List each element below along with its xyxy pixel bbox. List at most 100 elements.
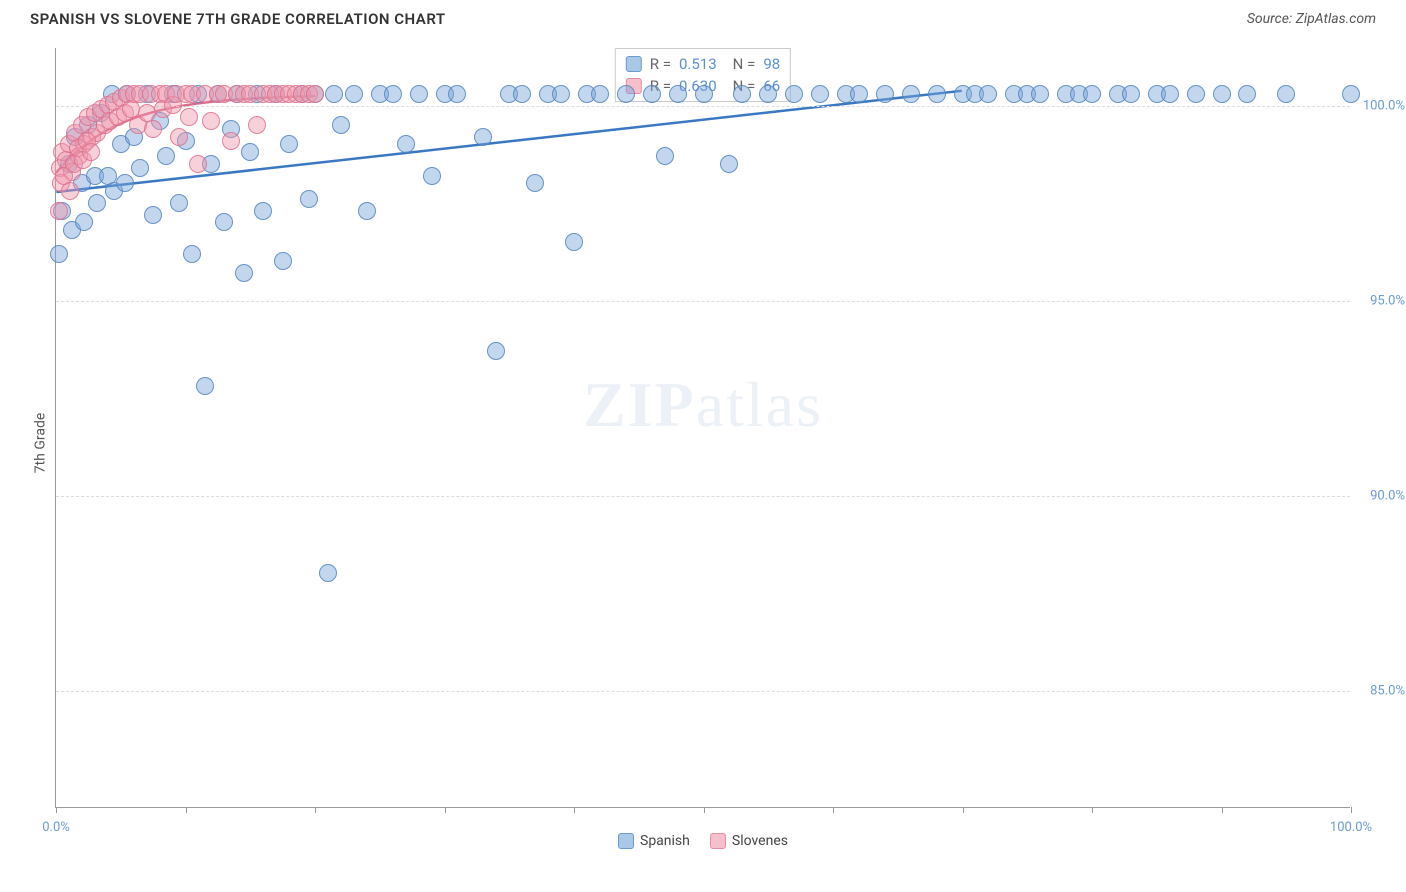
x-tick-mark xyxy=(833,807,834,813)
x-tick-mark xyxy=(574,807,575,813)
scatter-point xyxy=(61,182,79,200)
scatter-point xyxy=(850,85,868,103)
gridline xyxy=(56,106,1350,107)
spanish-swatch-icon xyxy=(626,56,642,72)
scatter-point xyxy=(902,85,920,103)
scatter-point xyxy=(876,85,894,103)
scatter-point xyxy=(979,85,997,103)
scatter-point xyxy=(319,564,337,582)
y-tick-label: 90.0% xyxy=(1355,489,1405,504)
scatter-point xyxy=(202,112,220,130)
stats-row-spanish: R = 0.513 N = 98 xyxy=(626,53,780,75)
scatter-point xyxy=(332,116,350,134)
scatter-point xyxy=(88,194,106,212)
x-tick-mark xyxy=(1351,807,1352,813)
scatter-point xyxy=(222,132,240,150)
scatter-point xyxy=(1277,85,1295,103)
scatter-point xyxy=(733,85,751,103)
x-tick-mark xyxy=(1092,807,1093,813)
scatter-point xyxy=(785,85,803,103)
scatter-point xyxy=(1122,85,1140,103)
legend-item-slovenes: Slovenes xyxy=(710,833,788,849)
scatter-point xyxy=(345,85,363,103)
legend-label-spanish: Spanish xyxy=(640,833,690,849)
scatter-point xyxy=(358,202,376,220)
scatter-point xyxy=(254,202,272,220)
scatter-point xyxy=(423,167,441,185)
x-tick-label: 100.0% xyxy=(1330,820,1372,835)
scatter-point xyxy=(1161,85,1179,103)
x-tick-mark xyxy=(315,807,316,813)
scatter-point xyxy=(1342,85,1360,103)
scatter-point xyxy=(144,206,162,224)
scatter-point xyxy=(759,85,777,103)
r-label: R = xyxy=(650,55,671,73)
scatter-point xyxy=(183,245,201,263)
scatter-point xyxy=(1187,85,1205,103)
scatter-point xyxy=(144,120,162,138)
scatter-point xyxy=(75,213,93,231)
scatter-point xyxy=(695,85,713,103)
scatter-point xyxy=(384,85,402,103)
scatter-point xyxy=(157,147,175,165)
scatter-point xyxy=(1213,85,1231,103)
scatter-point xyxy=(656,147,674,165)
chart-title: SPANISH VS SLOVENE 7TH GRADE CORRELATION… xyxy=(30,10,446,28)
chart-container: 7th Grade ZIPatlas R = 0.513 N = 98 R = … xyxy=(0,33,1406,853)
scatter-point xyxy=(591,85,609,103)
scatter-point xyxy=(180,108,198,126)
x-tick-mark xyxy=(56,807,57,813)
x-tick-mark xyxy=(445,807,446,813)
scatter-point xyxy=(325,85,343,103)
y-tick-label: 100.0% xyxy=(1355,99,1405,114)
x-tick-mark xyxy=(963,807,964,813)
scatter-point xyxy=(811,85,829,103)
gridline xyxy=(56,691,1350,692)
slovenes-legend-swatch-icon xyxy=(710,833,726,849)
watermark: ZIPatlas xyxy=(583,368,823,442)
scatter-point xyxy=(448,85,466,103)
scatter-point xyxy=(248,116,266,134)
scatter-point xyxy=(50,202,68,220)
scatter-point xyxy=(1031,85,1049,103)
scatter-point xyxy=(82,143,100,161)
watermark-light: atlas xyxy=(696,369,823,440)
scatter-point xyxy=(1083,85,1101,103)
legend-label-slovenes: Slovenes xyxy=(732,833,788,849)
scatter-point xyxy=(235,264,253,282)
x-tick-mark xyxy=(1222,807,1223,813)
scatter-point xyxy=(513,85,531,103)
scatter-point xyxy=(280,135,298,153)
legend-item-spanish: Spanish xyxy=(618,833,690,849)
y-axis-label: 7th Grade xyxy=(32,413,48,474)
scatter-point xyxy=(928,85,946,103)
scatter-point xyxy=(669,85,687,103)
gridline xyxy=(56,301,1350,302)
spanish-r-value: 0.513 xyxy=(679,55,717,73)
scatter-point xyxy=(617,85,635,103)
source-attribution: Source: ZipAtlas.com xyxy=(1247,11,1376,27)
scatter-point xyxy=(170,128,188,146)
scatter-point xyxy=(720,155,738,173)
scatter-point xyxy=(526,174,544,192)
watermark-bold: ZIP xyxy=(583,369,696,440)
scatter-point xyxy=(1238,85,1256,103)
trend-lines xyxy=(56,48,1350,807)
x-tick-mark xyxy=(704,807,705,813)
y-tick-label: 85.0% xyxy=(1355,684,1405,699)
scatter-point xyxy=(306,85,324,103)
header: SPANISH VS SLOVENE 7TH GRADE CORRELATION… xyxy=(0,0,1406,33)
legend: Spanish Slovenes xyxy=(618,833,788,849)
scatter-point xyxy=(410,85,428,103)
scatter-point xyxy=(565,233,583,251)
scatter-point xyxy=(241,143,259,161)
scatter-point xyxy=(552,85,570,103)
scatter-point xyxy=(274,252,292,270)
spanish-n-value: 98 xyxy=(763,55,780,73)
plot-area: ZIPatlas R = 0.513 N = 98 R = 0.630 N = … xyxy=(55,48,1350,808)
scatter-point xyxy=(397,135,415,153)
scatter-point xyxy=(300,190,318,208)
scatter-point xyxy=(487,342,505,360)
scatter-point xyxy=(50,245,68,263)
scatter-point xyxy=(189,155,207,173)
